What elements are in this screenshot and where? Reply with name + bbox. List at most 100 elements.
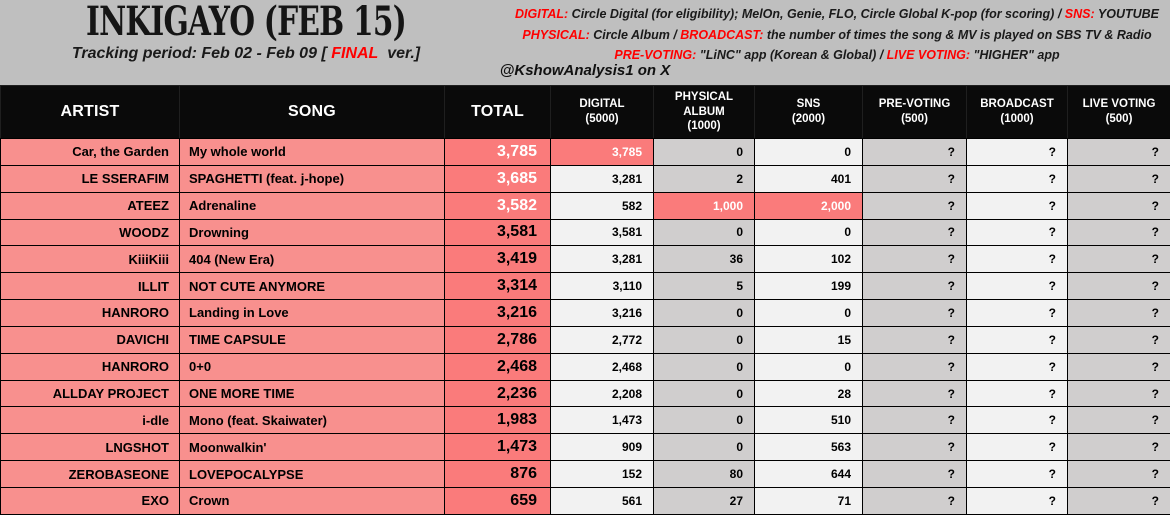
cell-pre-voting: ? [863,300,967,327]
cell-live-voting: ? [1068,434,1170,461]
top-banner: INKIGAYO (FEB 15) Tracking period: Feb 0… [0,0,1170,85]
cell-song: Drowning [180,219,445,246]
cell-broadcast: ? [967,219,1068,246]
column-header-live-voting: LIVE VOTING(500) [1068,86,1170,139]
column-label: LIVE VOTING [1083,97,1156,112]
column-header-broadcast: BROADCAST(1000) [967,86,1068,139]
cell-digital: 3,216 [551,300,654,327]
tracking-suffix: ver.] [378,45,420,62]
cell-sns: 15 [755,326,863,353]
cell-total: 3,216 [445,300,551,327]
legend-text: the number of times the song & MV is pla… [763,28,1151,42]
cell-song: Mono (feat. Skaiwater) [180,407,445,434]
column-label: PRE-VOTING [879,97,951,112]
cell-song: Landing in Love [180,300,445,327]
cell-broadcast: ? [967,192,1068,219]
cell-pre-voting: ? [863,353,967,380]
cell-total: 2,468 [445,353,551,380]
column-label: BROADCAST [980,97,1053,112]
cell-digital: 1,473 [551,407,654,434]
cell-sns: 0 [755,300,863,327]
cell-total: 876 [445,461,551,488]
cell-physical: 0 [654,139,755,166]
cell-physical: 0 [654,300,755,327]
cell-broadcast: ? [967,407,1068,434]
cell-total: 2,236 [445,380,551,407]
column-header-artist: ARTIST [1,86,180,139]
cell-physical: 80 [654,461,755,488]
column-weight: (2000) [755,112,862,127]
legend-text: Circle Digital (for eligibility); MelOn,… [568,7,1065,21]
cell-physical: 2 [654,165,755,192]
cell-pre-voting: ? [863,219,967,246]
legend-term: PRE-VOTING: [614,48,696,62]
cell-pre-voting: ? [863,139,967,166]
cell-broadcast: ? [967,300,1068,327]
cell-digital: 3,785 [551,139,654,166]
cell-physical: 36 [654,246,755,273]
cell-physical: 0 [654,380,755,407]
cell-live-voting: ? [1068,353,1170,380]
cell-live-voting: ? [1068,192,1170,219]
legend-term: SNS: [1065,7,1095,21]
credit-handle: @KshowAnalysis1 on X [0,62,1170,79]
cell-artist: EXO [1,487,180,514]
column-weight: (1000) [654,119,754,134]
cell-broadcast: ? [967,461,1068,488]
tracking-final-flag: FINAL [331,45,378,62]
cell-artist: LE SSERAFIM [1,165,180,192]
cell-live-voting: ? [1068,380,1170,407]
cell-song: NOT CUTE ANYMORE [180,273,445,300]
cell-physical: 0 [654,353,755,380]
cell-song: LOVEPOCALYPSE [180,461,445,488]
cell-total: 3,581 [445,219,551,246]
cell-sns: 2,000 [755,192,863,219]
cell-artist: HANRORO [1,300,180,327]
cell-live-voting: ? [1068,219,1170,246]
cell-song: 404 (New Era) [180,246,445,273]
cell-digital: 3,281 [551,246,654,273]
cell-pre-voting: ? [863,380,967,407]
cell-broadcast: ? [967,326,1068,353]
cell-total: 1,473 [445,434,551,461]
scoring-legend: DIGITAL: Circle Digital (for eligibility… [508,4,1166,66]
legend-text: Circle Album / [590,28,681,42]
column-label: DIGITAL [579,97,624,112]
cell-live-voting: ? [1068,407,1170,434]
cell-song: 0+0 [180,353,445,380]
legend-line-2: PHYSICAL: Circle Album / BROADCAST: the … [508,25,1166,46]
cell-sns: 0 [755,219,863,246]
cell-digital: 3,110 [551,273,654,300]
column-header-pre-voting: PRE-VOTING(500) [863,86,967,139]
cell-sns: 199 [755,273,863,300]
cell-pre-voting: ? [863,326,967,353]
tracking-period: Tracking period: Feb 02 - Feb 09 [ FINAL… [0,45,492,63]
cell-song: Adrenaline [180,192,445,219]
legend-text: "LiNC" app (Korean & Global) / [696,48,886,62]
cell-digital: 3,281 [551,165,654,192]
cell-pre-voting: ? [863,407,967,434]
column-label: PHYSICAL ALBUM [658,90,750,120]
cell-sns: 102 [755,246,863,273]
column-header-song: SONG [180,86,445,139]
cell-total: 3,314 [445,273,551,300]
cell-sns: 563 [755,434,863,461]
cell-broadcast: ? [967,487,1068,514]
cell-digital: 561 [551,487,654,514]
cell-total: 1,983 [445,407,551,434]
cell-live-voting: ? [1068,461,1170,488]
cell-digital: 2,772 [551,326,654,353]
